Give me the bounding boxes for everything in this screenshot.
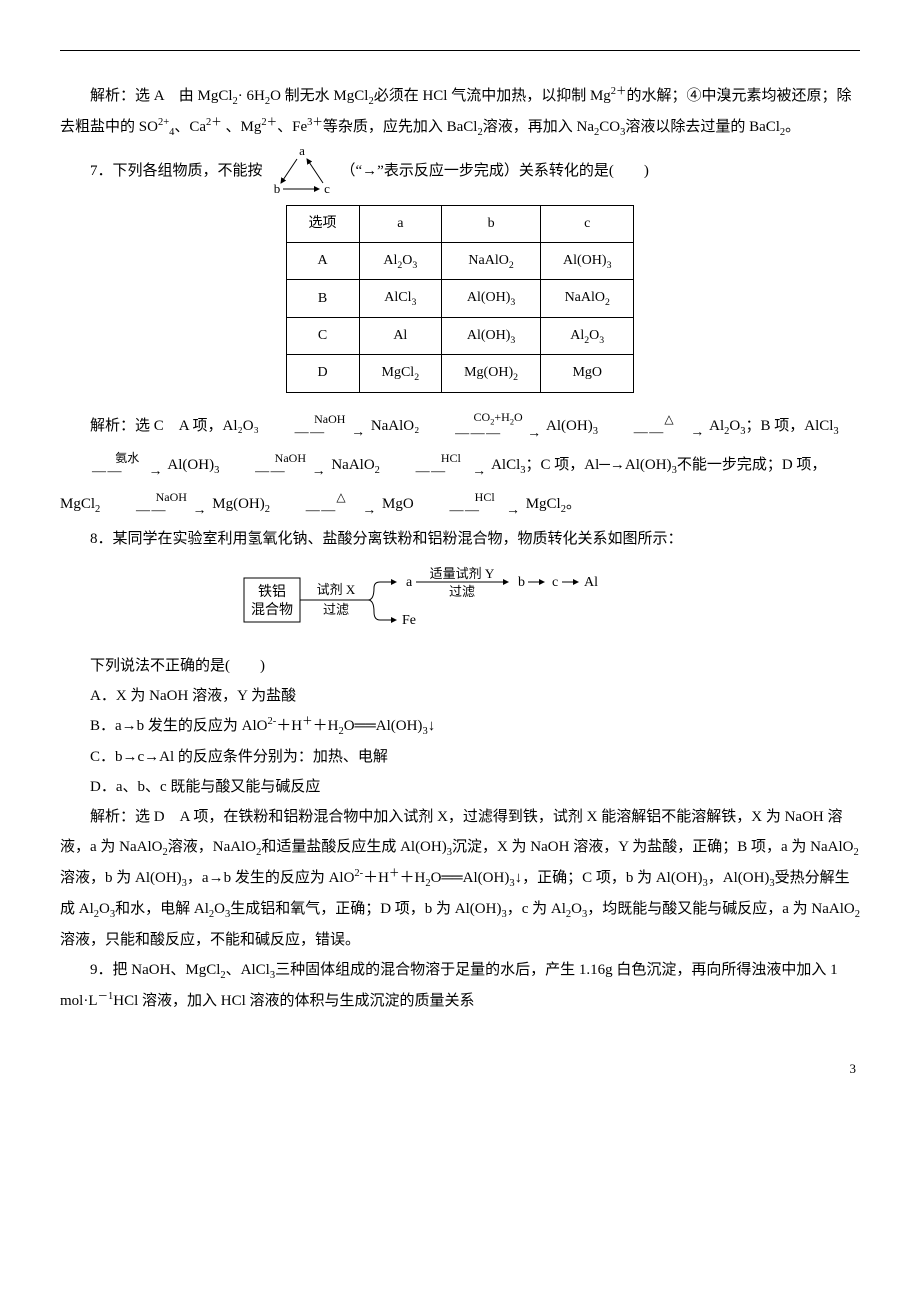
q7-table: 选项 a b c A Al2O3 NaAlO2 Al(OH)3 B AlCl3 … (286, 205, 635, 393)
q7-stem-suffix: （“→”表示反应一步完成）关系转化的是( ) (341, 156, 649, 186)
q8-stem: 8．某同学在实验室利用氢氧化钠、盐酸分离铁粉和铝粉混合物，物质转化关系如图所示： (60, 524, 860, 554)
q8-option-b: B．a→b 发生的反应为 AlO2-＋H＋＋H2O══Al(OH)3↓ (60, 711, 860, 742)
svg-text:铁铝: 铁铝 (258, 584, 286, 600)
q8-figure: 铁铝 混合物 试剂 X 过滤 a 适量试剂 Y 过滤 b c Al Fe (60, 564, 860, 645)
th-b: b (442, 206, 541, 243)
q8-option-d: D．a、b、c 既能与酸又能与碱反应 (60, 772, 860, 802)
table-row: D MgCl2 Mg(OH)2 MgO (286, 355, 634, 392)
tri-b: b (273, 181, 280, 196)
svg-text:a: a (406, 575, 413, 590)
svg-text:混合物: 混合物 (251, 602, 293, 618)
svg-text:适量试剂 Y: 适量试剂 Y (430, 566, 495, 581)
table-row: B AlCl3 Al(OH)3 NaAlO2 (286, 280, 634, 317)
th-a: a (359, 206, 442, 243)
q7-stem-prefix: 7．下列各组物质，不能按 (90, 156, 263, 186)
svg-text:过滤: 过滤 (323, 602, 349, 617)
tri-c: c (324, 181, 330, 196)
svg-text:过滤: 过滤 (449, 584, 475, 599)
q7-explanation: 解析：选 C A 项，Al₂O₃ NaOH― ―→ NaAlO₂ CO2+H2O… (60, 407, 860, 524)
q8-ask: 下列说法不正确的是( ) (60, 651, 860, 681)
tri-a: a (299, 143, 305, 158)
table-row: C Al Al(OH)3 Al2O3 (286, 317, 634, 354)
q6-explanation: 解析：选 A 由 MgCl2· 6H2O 制无水 MgCl2必须在 HCl 气流… (60, 81, 860, 143)
table-row: A Al2O3 NaAlO2 Al(OH)3 (286, 243, 634, 280)
svg-text:Al: Al (584, 575, 598, 590)
th-option: 选项 (286, 206, 359, 243)
svg-text:c: c (552, 575, 558, 590)
triangle-diagram: a b c (267, 143, 337, 199)
q8-option-a: A．X 为 NaOH 溶液，Y 为盐酸 (60, 681, 860, 711)
th-c: c (541, 206, 634, 243)
svg-text:试剂 X: 试剂 X (317, 582, 356, 597)
svg-text:b: b (518, 575, 525, 590)
q9-stem: 9．把 NaOH、MgCl2、AlCl3三种固体组成的混合物溶于足量的水后，产生… (60, 955, 860, 1016)
table-header-row: 选项 a b c (286, 206, 634, 243)
q7-stem: 7．下列各组物质，不能按 a b c （“→”表示反应一步完成）关系转化的是( … (90, 143, 860, 199)
top-divider (60, 50, 860, 51)
q8-explanation: 解析：选 D A 项，在铁粉和铝粉混合物中加入试剂 X，过滤得到铁，试剂 X 能… (60, 802, 860, 955)
q8-option-c: C．b→c→Al 的反应条件分别为：加热、电解 (60, 742, 860, 772)
svg-text:Fe: Fe (402, 613, 416, 628)
page-number: 3 (60, 1056, 860, 1082)
